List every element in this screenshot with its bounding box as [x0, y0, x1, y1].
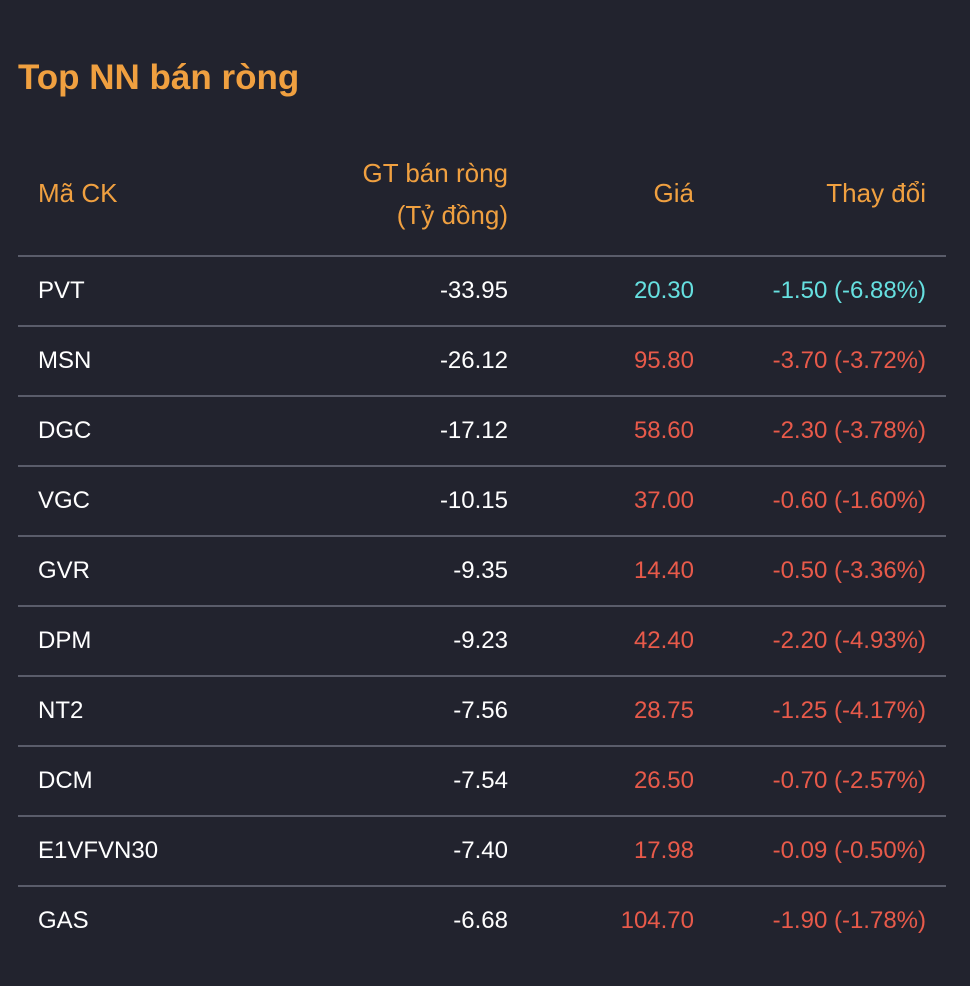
stock-code: NT2 [38, 697, 84, 724]
change: -3.70 (-3.72%) [772, 347, 926, 374]
change: -1.50 (-6.88%) [772, 277, 926, 304]
net-value: -7.54 [453, 767, 508, 794]
change: -2.30 (-3.78%) [772, 417, 926, 444]
table-row[interactable]: DPM -9.23 42.40 -2.20 (-4.93%) [18, 607, 946, 677]
price: 42.40 [633, 627, 694, 654]
net-value: -10.15 [439, 487, 508, 514]
stock-code: DGC [38, 417, 92, 444]
header-net-value[interactable]: GT bán ròng (Tỷ đồng) [362, 152, 508, 236]
change: -0.09 (-0.50%) [772, 837, 926, 864]
change: -0.70 (-2.57%) [772, 767, 926, 794]
price: 20.30 [633, 277, 694, 304]
page-title: Top NN bán ròng [18, 58, 300, 97]
price: 104.70 [620, 907, 694, 934]
change: -2.20 (-4.93%) [772, 627, 926, 654]
header-price[interactable]: Giá [653, 178, 694, 208]
table-row[interactable]: VGC -10.15 37.00 -0.60 (-1.60%) [18, 467, 946, 537]
price: 28.75 [633, 697, 694, 724]
header-net-value-line2: (Tỷ đồng) [396, 200, 508, 230]
stock-code: GAS [38, 907, 89, 934]
header-change[interactable]: Thay đổi [826, 178, 926, 208]
change: -1.25 (-4.17%) [772, 697, 926, 724]
table-row[interactable]: MSN -26.12 95.80 -3.70 (-3.72%) [18, 327, 946, 397]
net-value: -9.35 [453, 557, 508, 584]
stock-code: VGC [38, 487, 91, 514]
stock-code: E1VFVN30 [38, 837, 159, 864]
change: -0.50 (-3.36%) [772, 557, 926, 584]
stock-code: DCM [38, 767, 93, 794]
net-value: -17.12 [439, 417, 508, 444]
table-row[interactable]: DCM -7.54 26.50 -0.70 (-2.57%) [18, 747, 946, 817]
stock-code: PVT [38, 277, 85, 304]
price: 58.60 [633, 417, 694, 444]
stock-code: MSN [38, 347, 92, 374]
price: 26.50 [633, 767, 694, 794]
table-row[interactable]: GVR -9.35 14.40 -0.50 (-3.36%) [18, 537, 946, 607]
price: 37.00 [633, 487, 694, 514]
net-value: -9.23 [453, 627, 508, 654]
table-row[interactable]: PVT -33.95 20.30 -1.50 (-6.88%) [18, 257, 946, 327]
stock-code: DPM [38, 627, 92, 654]
price: 17.98 [633, 837, 694, 864]
net-sell-table: Mã CK GT bán ròng (Tỷ đồng) Giá Thay đổi… [18, 150, 946, 955]
table-row[interactable]: GAS -6.68 104.70 -1.90 (-1.78%) [18, 887, 946, 955]
price: 14.40 [633, 557, 694, 584]
table-row[interactable]: NT2 -7.56 28.75 -1.25 (-4.17%) [18, 677, 946, 747]
header-net-value-line1: GT bán ròng [362, 158, 508, 188]
header-code[interactable]: Mã CK [38, 178, 118, 208]
price: 95.80 [633, 347, 694, 374]
table-header: Mã CK GT bán ròng (Tỷ đồng) Giá Thay đổi [18, 150, 946, 257]
net-value: -6.68 [453, 907, 508, 934]
net-value: -26.12 [439, 347, 508, 374]
net-value: -7.40 [453, 837, 508, 864]
table-row[interactable]: DGC -17.12 58.60 -2.30 (-3.78%) [18, 397, 946, 467]
table-row[interactable]: E1VFVN30 -7.40 17.98 -0.09 (-0.50%) [18, 817, 946, 887]
change: -1.90 (-1.78%) [772, 907, 926, 934]
net-value: -7.56 [453, 697, 508, 724]
net-value: -33.95 [439, 277, 508, 304]
stock-code: GVR [38, 557, 91, 584]
change: -0.60 (-1.60%) [772, 487, 926, 514]
